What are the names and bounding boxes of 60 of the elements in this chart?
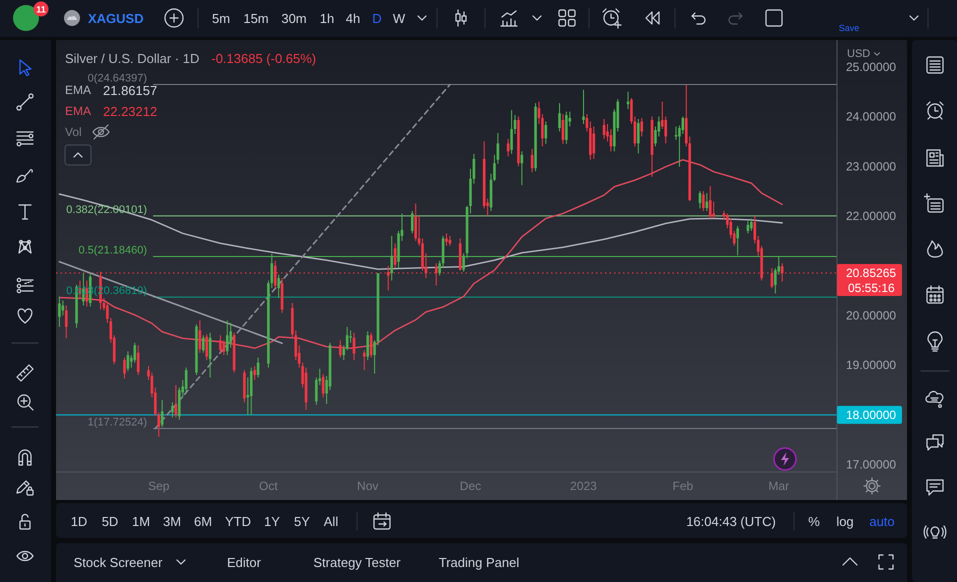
annotation: Vol [65, 125, 82, 139]
annotation: 21.86157 [103, 82, 158, 98]
text: 30m [281, 10, 307, 26]
text: YTD [225, 514, 251, 528]
ref-line-label: 0.5(21.18460) [78, 244, 147, 257]
x-tick-label: 2023 [570, 479, 598, 493]
y-tick-label: 24.00000 [846, 110, 896, 124]
text: Stock Screener [74, 554, 164, 570]
text: All [324, 514, 338, 528]
text: 1h [320, 10, 334, 26]
text: % [808, 514, 820, 528]
y-tick-label: 17.00000 [846, 458, 896, 472]
text: 1M [132, 514, 150, 528]
candlestick [445, 233, 448, 246]
ref-line-label: 0(24.64397) [88, 72, 147, 85]
x-tick-label: Sep [148, 479, 170, 493]
line-series [58, 193, 783, 270]
text: auto [869, 514, 895, 528]
text: 15m [243, 10, 269, 26]
text: 5m [212, 10, 230, 26]
text: Strategy Tester [313, 554, 402, 570]
text: Trading Panel [438, 554, 520, 570]
text: Save [838, 23, 860, 33]
text: Editor [227, 554, 262, 570]
x-tick-label: Dec [460, 479, 482, 493]
text: EMA [65, 83, 92, 97]
text: log [836, 514, 854, 528]
text: 3M [162, 514, 182, 528]
text: 05:55:16 [848, 281, 896, 295]
ref-line-label: 20.85265 [846, 266, 896, 280]
text: XAGUSD [88, 10, 144, 26]
text: Silver / U.S. Dollar · 1D [65, 50, 200, 66]
text: 6M [194, 514, 212, 528]
text: D [372, 10, 382, 26]
x-tick-label: Feb [672, 479, 694, 493]
ref-line-label: 1(17.72524) [88, 416, 147, 428]
line-series [58, 159, 783, 349]
x-tick-label: Oct [259, 479, 278, 493]
text: W [392, 10, 406, 26]
x-tick-label: Nov [357, 479, 378, 493]
candlestick [582, 90, 585, 124]
text: 5D [102, 514, 118, 528]
x-tick-label: Mar [768, 479, 790, 493]
text: 16:04:43 (UTC) [686, 514, 776, 528]
text: 4h [346, 10, 360, 26]
candlestick [626, 92, 630, 110]
text: 5Y [294, 514, 310, 528]
text: 1Y [264, 514, 280, 528]
text: USD [847, 48, 870, 60]
annotation: 22.23212 [103, 104, 158, 118]
y-tick-label: 19.00000 [846, 358, 896, 372]
text: 11 [36, 4, 46, 14]
y-tick-label: 23.00000 [846, 159, 896, 174]
y-tick-label: 20.00000 [846, 308, 896, 322]
text: EMA [65, 104, 92, 118]
text: 1D [70, 514, 88, 528]
text: -0.13685 (-0.65%) [211, 50, 316, 66]
y-tick-label: 25.00000 [846, 60, 896, 74]
y-tick-label: 22.00000 [846, 208, 896, 223]
ref-line-label: 18.00000 [846, 408, 896, 422]
